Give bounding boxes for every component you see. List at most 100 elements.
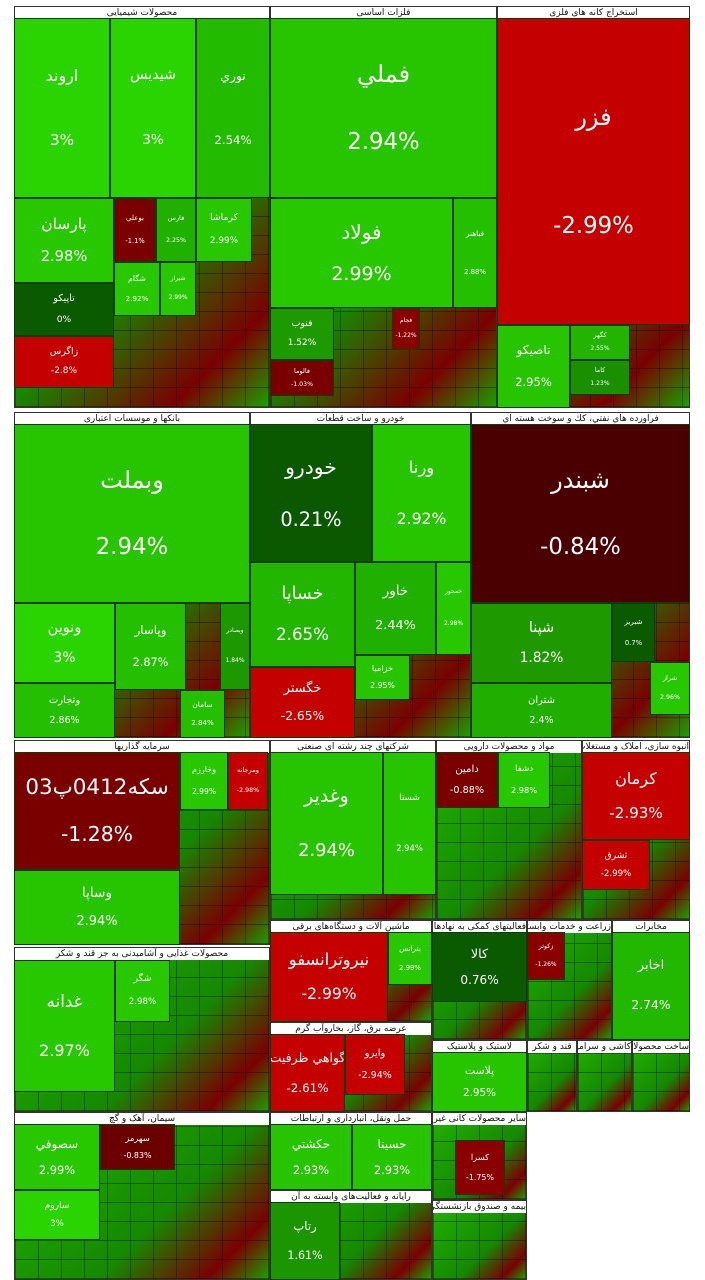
stock-tile: فنوب 1.52% — [270, 308, 334, 360]
sector-title: قند و شکر — [528, 1041, 576, 1053]
stock-name: ونوين — [47, 619, 82, 636]
stock-tile: اخابر 2.74% — [612, 932, 690, 1040]
stock-change: 2.95% — [370, 680, 395, 690]
sector: قند و شکر — [527, 1040, 577, 1112]
stock-name: شراز — [662, 674, 678, 683]
stock-name: نيروترانسفو — [288, 949, 370, 969]
stock-name: شبندر — [551, 465, 610, 494]
stock-name: خاور — [382, 582, 409, 599]
stock-tile: اروند 3% — [14, 18, 110, 198]
stock-name: پلاست — [464, 1063, 495, 1077]
stock-tile: وبملت 2.94% — [14, 424, 250, 603]
stock-tile: فجام -1.22% — [392, 308, 420, 350]
stock-tile: خاور 2.44% — [355, 562, 436, 655]
stock-change: -1.26% — [535, 960, 557, 968]
stock-tile: كگهر 2.55% — [570, 325, 630, 360]
stock-tile: حكشتي 2.93% — [270, 1124, 352, 1190]
stock-name: ثشرق — [604, 850, 628, 861]
stock-tile: خزامیا 2.95% — [355, 655, 410, 700]
stock-tile: شگر 2.98% — [115, 960, 170, 1022]
sector-title: لاستیک و پلاستیک — [433, 1041, 526, 1053]
stock-tile: فارس 2.25% — [156, 198, 196, 262]
stock-change: 1.23% — [590, 379, 610, 387]
sector-title: فراورده هاي نفتي، كك و سوخت هسته اي — [472, 413, 689, 425]
stock-tile: سكه0412پ03 -1.28% — [14, 752, 180, 870]
stock-tile: كسرا -1.75% — [455, 1140, 505, 1195]
stock-tile: وساپا 2.94% — [14, 870, 180, 945]
sector-title: ماشین آلات و دستگاه‌های برقی — [271, 921, 431, 933]
stock-name: حكشتي — [291, 1136, 331, 1151]
stock-tile: خساپا 2.65% — [250, 562, 355, 667]
stock-change: -2.99% — [600, 869, 632, 879]
stock-change: 2.4% — [529, 715, 554, 727]
stock-change: 2.98% — [128, 996, 157, 1007]
sector-title: محصولات غذایی و آشامیدنی به جز قند و شکر — [15, 948, 269, 960]
stock-name: خزامیا — [371, 663, 394, 674]
stock-change: 2.65% — [276, 624, 329, 644]
stock-change: 2.93% — [373, 1162, 411, 1177]
sector-title: سیمان، آهک و گچ — [15, 1113, 269, 1125]
sector: بیمه و صندوق بازنشستگی به جزتامین اجتماع… — [432, 1200, 527, 1280]
stock-tile: سصوفي 2.99% — [14, 1124, 100, 1190]
stock-change: 2.86% — [49, 715, 80, 727]
stock-name: وتجارت — [48, 694, 81, 706]
stock-tile: تاپيكو 0% — [14, 283, 114, 336]
sector-title: مخابرات — [613, 921, 689, 933]
stock-change: 2.94% — [95, 534, 169, 561]
stock-change: 2.94% — [396, 843, 423, 854]
stock-change: 1.61% — [287, 1248, 323, 1262]
stock-name: وخارزم — [192, 764, 216, 774]
stock-change: 1.82% — [519, 650, 564, 667]
stock-tile: فولاد 2.99% — [270, 198, 453, 308]
stock-tile: پلاست 2.95% — [432, 1052, 527, 1112]
stock-name: خمحور — [444, 587, 463, 595]
stock-change: 1.52% — [287, 338, 317, 349]
stock-name: شيراز — [170, 274, 186, 282]
stock-name: خساپا — [281, 583, 324, 604]
stock-tile: وتجارت 2.86% — [14, 683, 115, 738]
stock-change: -2.8% — [50, 366, 78, 377]
stock-change: 2.94% — [298, 839, 355, 861]
stock-name: پارسان — [41, 214, 87, 233]
stock-name: غدانه — [46, 991, 83, 1012]
stock-name: وبملت — [100, 465, 164, 494]
stock-change: 2.99% — [398, 963, 422, 972]
stock-tile: زكوثر -1.26% — [527, 932, 565, 980]
stock-change: 2.98% — [40, 248, 88, 266]
stock-tile: فباهنر 2.88% — [453, 198, 497, 308]
stock-change: 3% — [53, 650, 76, 667]
stock-change: -1.75% — [466, 1172, 494, 1182]
stock-name: فباهنر — [465, 228, 485, 238]
stock-name: سصوفي — [35, 1136, 79, 1151]
stock-name: فنوب — [291, 317, 313, 329]
stock-tile: رتاپ 1.61% — [270, 1202, 340, 1280]
stock-tile: ومرجانه -2.98% — [228, 752, 268, 810]
stock-change: -2.98% — [236, 787, 260, 795]
sector-title: مواد و محصولات دارویی — [437, 741, 581, 753]
stock-change: 3% — [50, 1219, 64, 1229]
stock-name: فجام — [399, 316, 413, 324]
stock-name: زاگرس — [49, 345, 79, 357]
stock-name: ومرجانه — [236, 765, 260, 774]
stock-tile: غدانه 2.97% — [14, 960, 115, 1092]
stock-name: خگستر — [283, 680, 322, 696]
stock-name: ورنا — [408, 457, 435, 477]
stock-tile: شگام 2.92% — [114, 262, 160, 316]
stock-tile: شبريز 0.7% — [612, 603, 655, 662]
stock-tile: حسينا 2.93% — [352, 1124, 432, 1190]
stock-change: -0.88% — [449, 784, 485, 796]
stock-tile: كرمان -2.93% — [582, 752, 690, 840]
stock-change: 2.94% — [347, 128, 420, 155]
stock-change: -0.83% — [123, 1150, 152, 1160]
sector-title: شرکتهای چند رشته ای صنعتی — [271, 741, 435, 753]
stock-tile: كاما 1.23% — [570, 360, 630, 395]
stock-tile: گواهي ظرفيت -2.61% — [270, 1034, 345, 1112]
stock-tile: سامان 2.84% — [180, 690, 225, 738]
stock-change: 2.94% — [76, 914, 118, 930]
stock-tile: خمحور 2.98% — [436, 562, 471, 655]
stock-name: وغدير — [304, 785, 349, 807]
stock-tile: تاصيكو 2.95% — [497, 325, 570, 408]
stock-tile: وخارزم 2.99% — [180, 752, 228, 810]
stock-name: شتران — [527, 694, 556, 706]
